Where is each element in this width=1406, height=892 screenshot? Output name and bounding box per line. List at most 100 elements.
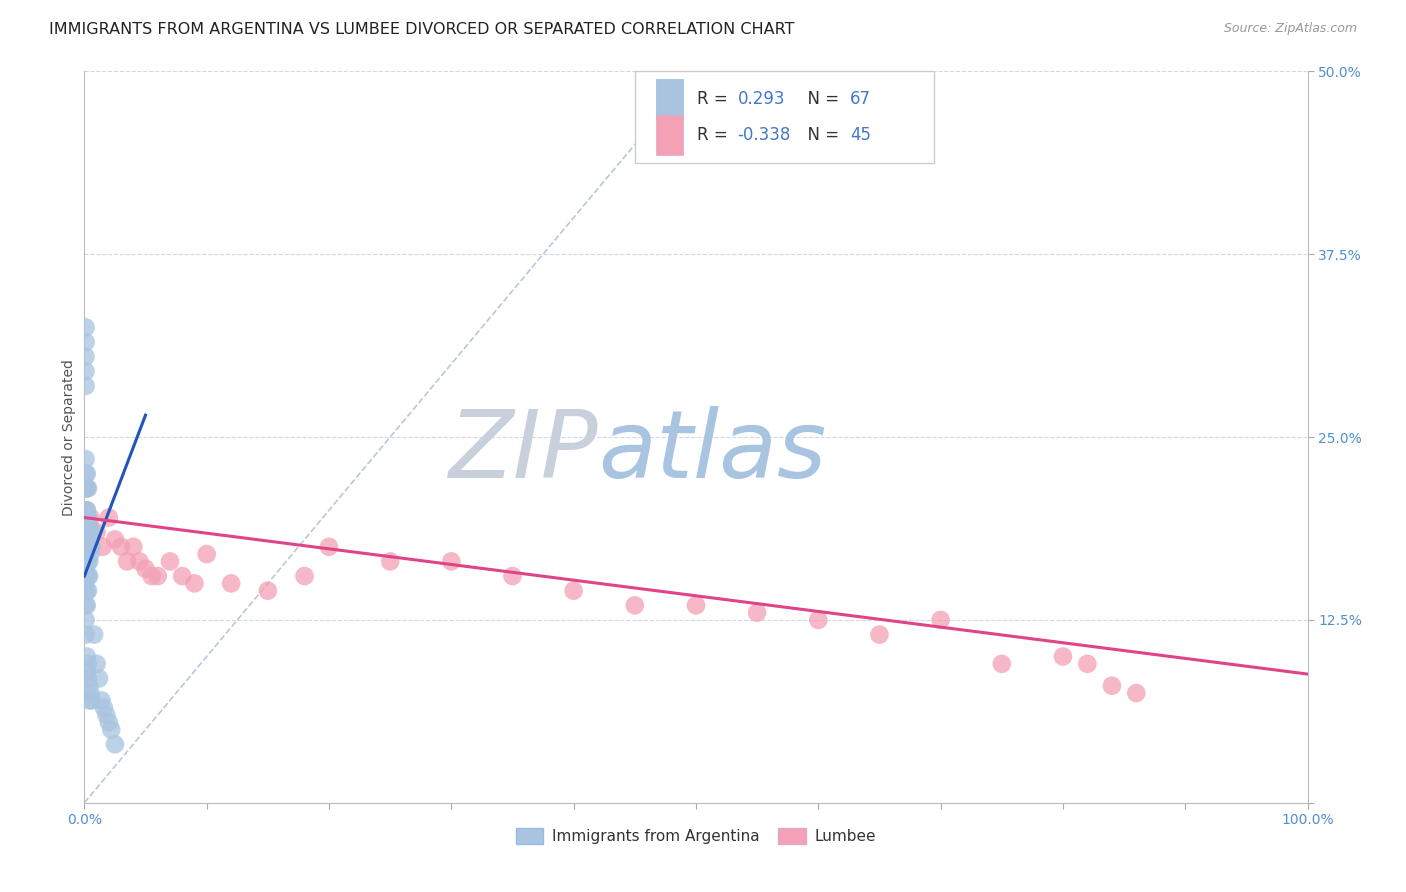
Point	[75, 320, 97, 334]
Point	[991, 657, 1014, 671]
Point	[75, 540, 97, 554]
Point	[80, 540, 103, 554]
Point	[75, 510, 97, 524]
Point	[76, 547, 98, 561]
Point	[75, 452, 97, 467]
Point	[77, 525, 100, 540]
Point	[79, 533, 101, 547]
Point	[75, 510, 97, 524]
FancyBboxPatch shape	[655, 79, 682, 120]
Point	[76, 554, 98, 568]
Point	[75, 627, 97, 641]
Point	[76, 540, 98, 554]
Text: Source: ZipAtlas.com: Source: ZipAtlas.com	[1223, 22, 1357, 36]
Text: R =: R =	[697, 90, 733, 108]
Point	[75, 503, 97, 517]
Point	[77, 679, 100, 693]
Point	[76, 569, 98, 583]
Point	[869, 627, 891, 641]
Point	[77, 554, 100, 568]
Point	[122, 540, 145, 554]
Point	[135, 562, 157, 576]
Point	[76, 467, 98, 481]
Point	[97, 715, 120, 730]
Point	[77, 481, 100, 495]
Point	[83, 627, 105, 641]
Point	[115, 554, 138, 568]
Point	[76, 599, 98, 613]
Point	[75, 540, 97, 554]
Point	[75, 613, 97, 627]
Text: ZIP: ZIP	[449, 406, 598, 497]
Point	[1101, 679, 1123, 693]
Point	[172, 569, 194, 583]
Point	[76, 525, 98, 540]
Point	[75, 569, 97, 583]
Point	[76, 503, 98, 517]
Point	[685, 599, 707, 613]
Point	[1052, 649, 1074, 664]
Point	[75, 467, 97, 481]
Y-axis label: Divorced or Separated: Divorced or Separated	[62, 359, 76, 516]
Point	[562, 583, 585, 598]
Point	[75, 350, 97, 364]
Text: N =: N =	[797, 90, 845, 108]
Point	[183, 576, 205, 591]
Point	[79, 510, 101, 524]
Point	[318, 540, 340, 554]
Point	[76, 533, 98, 547]
Point	[77, 693, 100, 707]
Text: -0.338: -0.338	[738, 126, 792, 144]
Point	[624, 599, 647, 613]
Point	[75, 364, 97, 378]
Point	[75, 525, 97, 540]
Point	[86, 525, 108, 540]
Point	[75, 379, 97, 393]
Point	[76, 481, 98, 495]
Point	[100, 723, 122, 737]
Point	[77, 525, 100, 540]
Point	[110, 540, 132, 554]
Point	[75, 547, 97, 561]
Point	[75, 533, 97, 547]
Point	[104, 533, 127, 547]
Point	[77, 540, 100, 554]
Point	[93, 700, 115, 714]
Point	[77, 657, 100, 671]
Point	[76, 583, 98, 598]
Text: IMMIGRANTS FROM ARGENTINA VS LUMBEE DIVORCED OR SEPARATED CORRELATION CHART: IMMIGRANTS FROM ARGENTINA VS LUMBEE DIVO…	[49, 22, 794, 37]
Point	[257, 583, 280, 598]
Point	[80, 693, 103, 707]
Text: 45: 45	[851, 126, 872, 144]
Point	[79, 547, 101, 561]
Point	[75, 554, 97, 568]
Point	[141, 569, 163, 583]
Point	[76, 503, 98, 517]
Point	[77, 540, 100, 554]
Point	[79, 686, 101, 700]
Point	[97, 510, 120, 524]
Point	[807, 613, 830, 627]
Point	[440, 554, 463, 568]
Point	[1125, 686, 1147, 700]
Point	[76, 481, 98, 495]
Point	[77, 569, 100, 583]
Point	[75, 599, 97, 613]
Text: 67: 67	[851, 90, 872, 108]
Point	[77, 510, 100, 524]
Point	[747, 606, 769, 620]
Point	[75, 517, 97, 532]
Point	[77, 517, 100, 532]
Point	[86, 657, 108, 671]
Point	[380, 554, 402, 568]
Point	[146, 569, 169, 583]
Point	[75, 583, 97, 598]
Point	[502, 569, 524, 583]
Point	[219, 576, 242, 591]
Point	[76, 517, 98, 532]
Point	[77, 672, 100, 686]
Point	[75, 562, 97, 576]
Text: R =: R =	[697, 126, 733, 144]
Point	[75, 540, 97, 554]
FancyBboxPatch shape	[636, 71, 935, 163]
